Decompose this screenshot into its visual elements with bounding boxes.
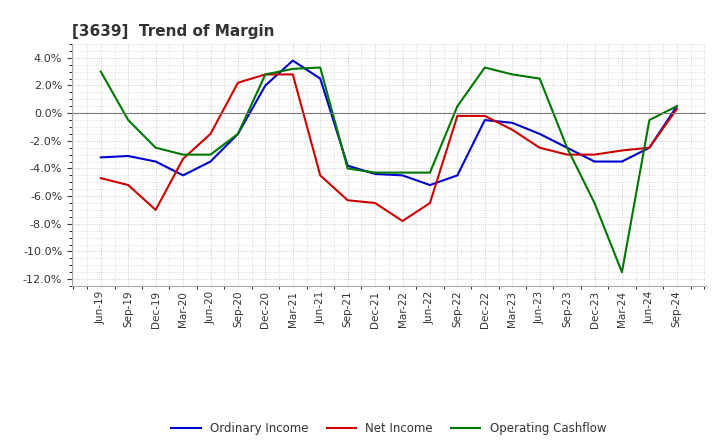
Operating Cashflow bbox=[426, 170, 434, 175]
Ordinary Income bbox=[343, 163, 352, 169]
Operating Cashflow bbox=[672, 103, 681, 109]
Ordinary Income bbox=[124, 154, 132, 159]
Ordinary Income bbox=[316, 76, 325, 81]
Operating Cashflow bbox=[508, 72, 516, 77]
Net Income bbox=[289, 72, 297, 77]
Ordinary Income bbox=[618, 159, 626, 164]
Operating Cashflow bbox=[398, 170, 407, 175]
Net Income bbox=[618, 148, 626, 153]
Operating Cashflow bbox=[618, 270, 626, 275]
Ordinary Income bbox=[151, 159, 160, 164]
Ordinary Income bbox=[590, 159, 599, 164]
Operating Cashflow bbox=[536, 76, 544, 81]
Operating Cashflow bbox=[480, 65, 489, 70]
Ordinary Income bbox=[645, 145, 654, 150]
Ordinary Income bbox=[233, 131, 242, 136]
Net Income bbox=[672, 106, 681, 112]
Operating Cashflow bbox=[563, 145, 572, 150]
Ordinary Income bbox=[508, 120, 516, 125]
Operating Cashflow bbox=[179, 152, 187, 157]
Operating Cashflow bbox=[371, 170, 379, 175]
Ordinary Income bbox=[179, 173, 187, 178]
Net Income bbox=[343, 198, 352, 203]
Net Income bbox=[179, 156, 187, 161]
Ordinary Income bbox=[453, 173, 462, 178]
Net Income bbox=[151, 207, 160, 213]
Net Income bbox=[206, 131, 215, 136]
Operating Cashflow bbox=[261, 72, 270, 77]
Ordinary Income bbox=[563, 145, 572, 150]
Net Income bbox=[261, 72, 270, 77]
Ordinary Income bbox=[480, 117, 489, 123]
Line: Net Income: Net Income bbox=[101, 74, 677, 221]
Net Income bbox=[563, 152, 572, 157]
Line: Ordinary Income: Ordinary Income bbox=[101, 61, 677, 185]
Ordinary Income bbox=[672, 103, 681, 109]
Ordinary Income bbox=[261, 83, 270, 88]
Net Income bbox=[426, 200, 434, 205]
Operating Cashflow bbox=[233, 131, 242, 136]
Operating Cashflow bbox=[590, 200, 599, 205]
Operating Cashflow bbox=[124, 117, 132, 123]
Line: Operating Cashflow: Operating Cashflow bbox=[101, 67, 677, 272]
Net Income bbox=[96, 176, 105, 181]
Operating Cashflow bbox=[316, 65, 325, 70]
Net Income bbox=[480, 113, 489, 118]
Net Income bbox=[645, 145, 654, 150]
Net Income bbox=[590, 152, 599, 157]
Operating Cashflow bbox=[453, 103, 462, 109]
Operating Cashflow bbox=[151, 145, 160, 150]
Operating Cashflow bbox=[289, 66, 297, 72]
Net Income bbox=[453, 113, 462, 118]
Operating Cashflow bbox=[645, 117, 654, 123]
Ordinary Income bbox=[206, 159, 215, 164]
Operating Cashflow bbox=[206, 152, 215, 157]
Net Income bbox=[536, 145, 544, 150]
Operating Cashflow bbox=[343, 166, 352, 171]
Text: [3639]  Trend of Margin: [3639] Trend of Margin bbox=[72, 24, 274, 39]
Ordinary Income bbox=[371, 171, 379, 176]
Net Income bbox=[371, 200, 379, 205]
Net Income bbox=[398, 218, 407, 224]
Net Income bbox=[316, 173, 325, 178]
Ordinary Income bbox=[426, 183, 434, 188]
Net Income bbox=[508, 127, 516, 132]
Ordinary Income bbox=[96, 155, 105, 160]
Ordinary Income bbox=[289, 58, 297, 63]
Legend: Ordinary Income, Net Income, Operating Cashflow: Ordinary Income, Net Income, Operating C… bbox=[166, 418, 611, 440]
Operating Cashflow bbox=[96, 69, 105, 74]
Ordinary Income bbox=[398, 173, 407, 178]
Net Income bbox=[124, 183, 132, 188]
Ordinary Income bbox=[536, 131, 544, 136]
Net Income bbox=[233, 80, 242, 85]
